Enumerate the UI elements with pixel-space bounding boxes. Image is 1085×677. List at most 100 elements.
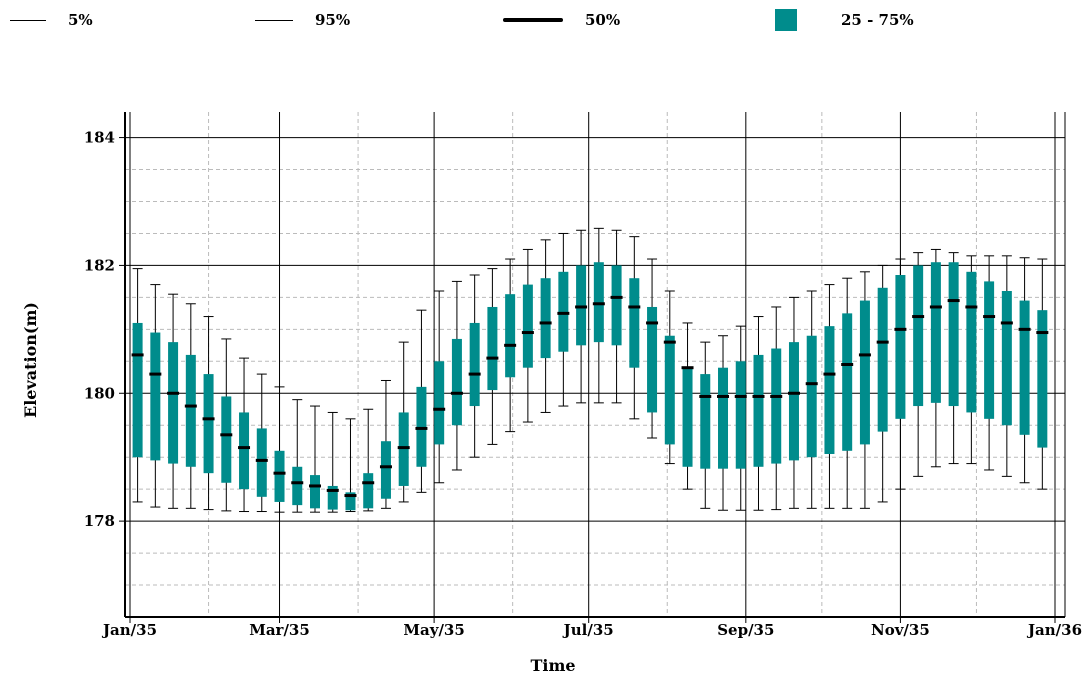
y-tick-label: 178 [84, 512, 115, 530]
legend-item-p95: 95% [255, 8, 350, 32]
iqr-box [132, 322, 143, 458]
box-group [220, 338, 233, 512]
box-group [309, 405, 321, 513]
iqr-box [948, 262, 959, 407]
iqr-box [647, 306, 658, 413]
box-group [663, 290, 676, 465]
box-group [1000, 255, 1013, 477]
thick-line-icon [503, 18, 563, 22]
iqr-box [771, 348, 782, 464]
box-group [433, 290, 446, 484]
box-group [450, 280, 463, 471]
iqr-box [327, 485, 338, 510]
grid [125, 112, 1065, 617]
box-group [628, 236, 641, 420]
iqr-box [469, 322, 480, 407]
box-group [539, 239, 552, 413]
box-group [238, 357, 251, 513]
iqr-box [877, 287, 888, 432]
box-group [592, 227, 605, 404]
iqr-box [629, 278, 640, 368]
iqr-box [824, 326, 835, 454]
iqr-box [185, 354, 196, 467]
legend-item-iqr: 25 - 75% [775, 8, 914, 32]
iqr-box [434, 361, 445, 445]
iqr-box [664, 335, 675, 445]
x-tick-label: Nov/35 [871, 621, 930, 639]
iqr-box [913, 265, 924, 407]
iqr-box [540, 278, 551, 359]
x-tick-label: Mar/35 [249, 621, 310, 639]
teal-box-icon [775, 9, 797, 31]
legend-item-p5: 5% [10, 8, 93, 32]
iqr-box [150, 332, 161, 461]
iqr-box [966, 271, 977, 413]
x-tick-label: May/35 [403, 621, 464, 639]
thin-line-icon [10, 19, 46, 21]
box-group [717, 335, 730, 511]
iqr-box [203, 374, 214, 474]
box-group [805, 290, 818, 509]
box-group [202, 316, 215, 511]
thin-line-icon [255, 19, 293, 21]
box-group [823, 284, 836, 509]
iqr-box [859, 300, 870, 445]
iqr-box [682, 367, 693, 467]
iqr-box [416, 386, 427, 467]
iqr-box [735, 361, 746, 469]
box-group [894, 258, 907, 490]
iqr-box [292, 466, 303, 506]
iqr-box [239, 412, 250, 490]
iqr-box [310, 475, 320, 509]
y-tick-label: 184 [84, 129, 115, 147]
iqr-box [718, 367, 729, 469]
box-group [699, 341, 712, 509]
box-group [912, 252, 925, 477]
x-tick-label: Jul/35 [562, 621, 614, 639]
box-group [646, 258, 659, 439]
box-group [1036, 258, 1049, 490]
iqr-box [753, 354, 764, 467]
iqr-box [256, 428, 267, 497]
iqr-box [1001, 290, 1012, 426]
y-tick-label: 180 [84, 384, 115, 402]
iqr-box [1019, 300, 1030, 435]
box-group [858, 271, 871, 509]
iqr-box [380, 441, 391, 499]
box-group [681, 322, 694, 490]
box-group [965, 255, 978, 465]
iqr-box [1037, 310, 1048, 448]
box-group [734, 325, 747, 511]
iqr-box [274, 450, 285, 502]
iqr-box [168, 342, 179, 464]
iqr-box [221, 396, 232, 483]
iqr-box [700, 374, 711, 469]
iqr-box [611, 265, 622, 346]
box-group [1018, 257, 1031, 484]
box-group [787, 296, 800, 509]
box-group [415, 309, 428, 493]
box-group [167, 293, 180, 509]
box-group [149, 284, 162, 508]
legend-label-iqr: 25 - 75% [841, 11, 914, 29]
iqr-box [451, 338, 462, 426]
legend: 5% 95% 50% 25 - 75% [0, 0, 1085, 40]
box-group [468, 274, 481, 458]
box-group [131, 268, 144, 503]
box-group [575, 229, 588, 404]
box-group [610, 229, 623, 404]
box-group [291, 399, 304, 513]
box-group [983, 255, 996, 471]
x-axis-label: Time [530, 656, 575, 675]
iqr-box [895, 275, 906, 419]
legend-label-p50: 50% [585, 11, 621, 29]
iqr-box [806, 335, 817, 458]
iqr-box [842, 313, 853, 451]
box-group [255, 373, 268, 513]
box-group [379, 379, 392, 509]
box-group [947, 252, 960, 465]
iqr-box [576, 265, 587, 346]
iqr-box [398, 412, 409, 486]
box-group [273, 386, 286, 513]
